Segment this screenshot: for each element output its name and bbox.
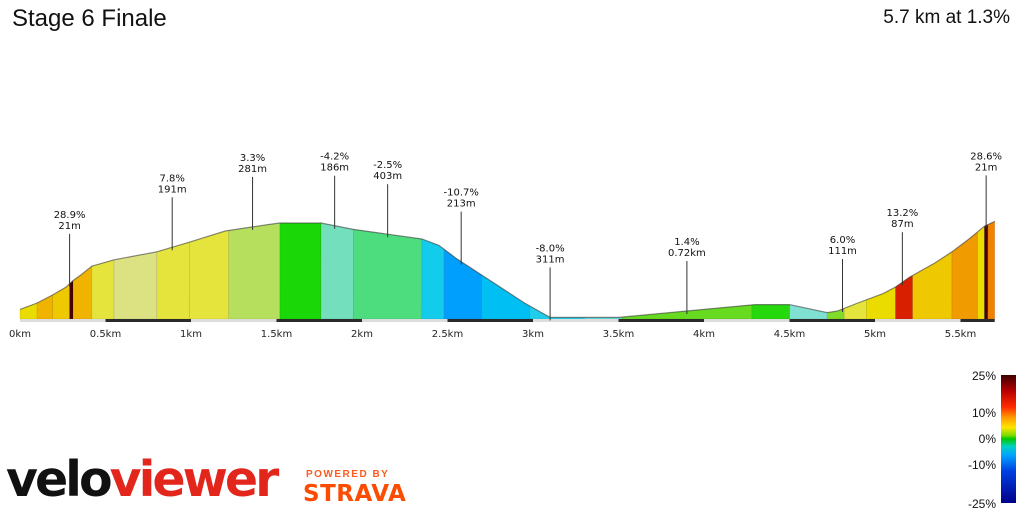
chart-title: Stage 6 Finale xyxy=(12,5,167,32)
axis-stripe xyxy=(105,319,191,322)
x-tick-label: 0km xyxy=(9,329,31,340)
annotation-gradient: -4.2% xyxy=(320,152,349,163)
annotation-length: 186m xyxy=(320,163,349,174)
x-tick-label: 1km xyxy=(180,329,202,340)
annotation-gradient: -2.5% xyxy=(373,160,402,171)
annotation-length: 87m xyxy=(891,219,913,230)
x-tick-label: 2.5km xyxy=(432,329,463,340)
annotation-length: 281m xyxy=(238,164,267,175)
gradient-segment xyxy=(19,302,38,320)
legend-label-25: 25% xyxy=(971,369,996,383)
powered-by-label: POWERED BY xyxy=(306,469,390,480)
gradient-segment xyxy=(91,259,115,320)
gradient-segment xyxy=(912,251,953,320)
axis-stripe xyxy=(191,319,277,322)
x-tick-label: 0.5km xyxy=(90,329,121,340)
gradient-segment xyxy=(156,241,190,320)
legend-label-minus-10: -10% xyxy=(967,458,996,472)
logo-viewer-text: viewer xyxy=(109,451,280,508)
axis-stripe xyxy=(533,319,619,322)
legend-label-10: 10% xyxy=(971,406,996,420)
strava-logo: STRAVA xyxy=(303,481,407,507)
axis-stripe xyxy=(789,319,875,322)
gradient-segment xyxy=(481,274,530,320)
annotation-gradient: 28.6% xyxy=(970,151,1002,162)
annotation-length: 403m xyxy=(373,171,402,182)
gradient-segment xyxy=(52,283,70,320)
annotation-gradient: 6.0% xyxy=(830,235,855,246)
profile-outline xyxy=(19,220,995,318)
gradient-segment xyxy=(353,229,423,320)
gradient-segment xyxy=(421,238,445,320)
gradient-segment xyxy=(843,299,867,320)
gradient-segment xyxy=(977,225,985,320)
climb-summary: 5.7 km at 1.3% xyxy=(883,7,1010,28)
x-tick-label: 4.5km xyxy=(774,329,805,340)
axis-stripe xyxy=(447,319,533,322)
axis-stripe xyxy=(20,319,106,322)
gradient-segment xyxy=(443,248,482,320)
x-tick-label: 3km xyxy=(522,329,544,340)
gradient-segment xyxy=(188,230,229,320)
annotation-length: 191m xyxy=(158,184,187,195)
profile-outline-line xyxy=(19,220,995,318)
annotation-length: 111m xyxy=(828,246,857,257)
annotation-gradient: 13.2% xyxy=(886,208,918,219)
gradient-segment xyxy=(228,222,281,320)
annotation-length: 21m xyxy=(58,221,80,232)
annotation-gradient: 7.8% xyxy=(159,173,184,184)
x-tick-label: 5.5km xyxy=(945,329,976,340)
veloviewer-logo: veloviewer xyxy=(6,452,296,512)
x-tick-label: 5km xyxy=(864,329,886,340)
gradient-segment xyxy=(69,279,74,320)
axis-stripe xyxy=(704,319,790,322)
x-tick-label: 2km xyxy=(351,329,373,340)
x-tick-label: 4km xyxy=(693,329,715,340)
gradient-segment xyxy=(895,274,913,320)
annotation-length: 213m xyxy=(447,199,476,210)
annotation-length: 0.72km xyxy=(668,248,706,259)
gradient-segment xyxy=(987,220,995,320)
annotation-gradient: 28.9% xyxy=(54,210,86,221)
gradient-segment xyxy=(984,224,989,320)
gradient-color-scale xyxy=(1001,375,1016,503)
legend-label-minus-25: -25% xyxy=(967,497,996,511)
legend-label-0: 0% xyxy=(978,432,996,446)
axis-stripe xyxy=(618,319,704,322)
gradient-segment xyxy=(751,304,790,320)
axis-stripe xyxy=(276,319,362,322)
x-tick-label: 3.5km xyxy=(603,329,634,340)
logo-velo-text: velo xyxy=(6,451,113,508)
annotation-gradient: 3.3% xyxy=(240,153,265,164)
distance-axis: 0km 0.5km 1km 1.5km 2km 2.5km 3km 3.5km 4km 4.5km… xyxy=(9,319,995,340)
annotation-gradient: -8.0% xyxy=(536,243,565,254)
annotation-length: 311m xyxy=(536,254,565,265)
axis-stripe xyxy=(875,319,961,322)
gradient-segment xyxy=(320,222,354,320)
gradient-segment xyxy=(866,286,896,320)
gradient-segment xyxy=(113,251,158,320)
gradient-segment xyxy=(951,231,978,320)
annotation-gradient: 1.4% xyxy=(674,237,699,248)
annotation-gradient: -10.7% xyxy=(443,188,478,199)
axis-stripe xyxy=(960,319,995,322)
gradient-segment xyxy=(279,222,322,320)
axis-stripe xyxy=(362,319,448,322)
x-tick-label: 1.5km xyxy=(261,329,292,340)
annotation-length: 21m xyxy=(975,162,997,173)
